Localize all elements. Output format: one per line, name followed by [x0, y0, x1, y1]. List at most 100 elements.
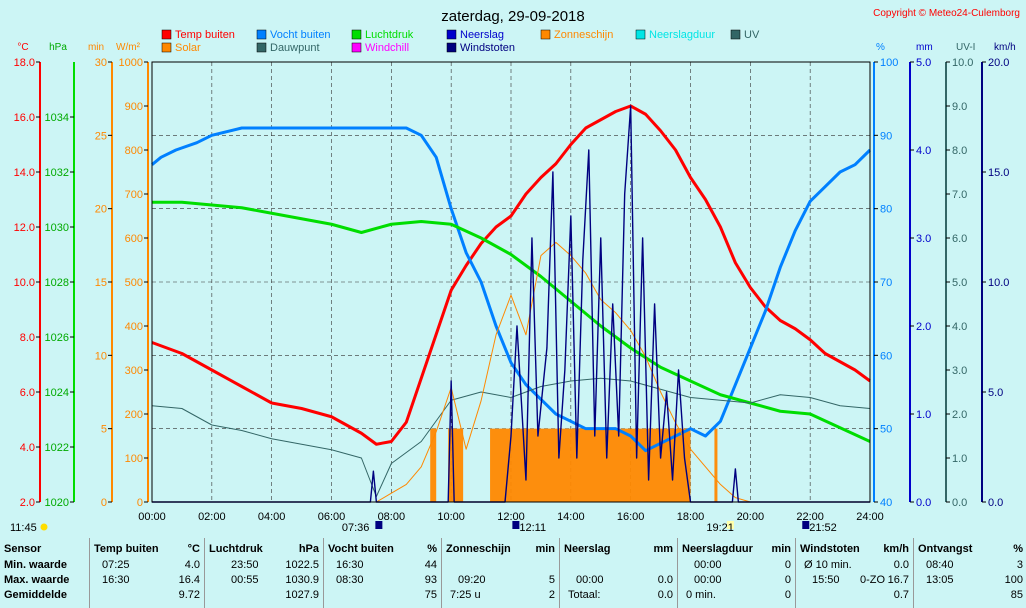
sun-marker-icon — [802, 521, 810, 529]
sunshine-tick-label: 5 — [101, 424, 107, 436]
temp-max-time: 16:30 — [102, 574, 130, 586]
sunshine-unit-label: min — [88, 42, 104, 53]
wind-tick-label: 15.0 — [988, 167, 1009, 179]
solar-tick-label: 1000 — [119, 57, 143, 69]
solar-tick-label: 400 — [125, 321, 143, 333]
rain-tick-label: 1.0 — [916, 409, 931, 421]
humidity-max-time: 08:30 — [336, 574, 364, 586]
uv-tick-label: 2.0 — [952, 409, 967, 421]
sun-icon — [40, 523, 48, 531]
legend-label: Windchill — [365, 42, 409, 54]
pressure-avg-val: 1027.9 — [285, 589, 319, 601]
x-tick-label: 14:00 — [557, 511, 585, 523]
raindur-max-val: 0 — [784, 574, 791, 586]
reception-min-time: 08:40 — [926, 559, 954, 571]
humidity-avg-val: 75 — [424, 589, 437, 601]
temp-min-time: 07:25 — [102, 559, 130, 571]
reception-avg-val: 85 — [1010, 589, 1023, 601]
rain-tick-label: 3.0 — [916, 233, 931, 245]
uv-tick-label: 1.0 — [952, 453, 967, 465]
min-label: Min. waarde — [4, 559, 67, 571]
legend-label: UV — [744, 29, 760, 41]
raindur-max-time: 00:00 — [694, 574, 722, 586]
solar-tick-label: 700 — [125, 189, 143, 201]
col-rain: Neerslag mm 00:00 0.0 Totaal: 0.0 — [559, 538, 677, 608]
wind-max-val: 16.7 — [887, 574, 909, 586]
chart-title: zaterdag, 29-09-2018 — [441, 8, 584, 25]
x-tick-label: 24:00 — [856, 511, 884, 523]
humidity-tick-label: 40 — [880, 497, 892, 509]
col-humidity: Vocht buiten% 16:30 44 08:30 93 75 — [323, 538, 441, 608]
sunshine-max-val: 5 — [548, 574, 555, 586]
humidity-tick-label: 80 — [880, 204, 892, 216]
x-tick-label: 04:00 — [258, 511, 286, 523]
pressure-tick-label: 1032 — [45, 167, 69, 179]
legend-swatch — [730, 29, 741, 40]
temp-unit: °C — [187, 543, 200, 555]
series-dauwpunt — [151, 377, 871, 497]
wind-tick-label: 5.0 — [988, 387, 1003, 399]
humidity-min-time: 16:30 — [336, 559, 364, 571]
sunshine-unit: min — [535, 543, 555, 555]
x-tick-label: 16:00 — [617, 511, 645, 523]
pressure-tick-label: 1024 — [45, 387, 69, 399]
solar-tick-label: 0 — [137, 497, 143, 509]
reception-unit: % — [1013, 543, 1023, 555]
wind-tick-label: 10.0 — [988, 277, 1009, 289]
wind-unit-label: km/h — [994, 42, 1016, 53]
sunshine-avg-val: 2 — [548, 589, 555, 601]
legend-label: Neerslagduur — [649, 29, 715, 41]
rain-header: Neerslag — [564, 543, 611, 555]
col-pressure: Luchtdruk hPa 23:50 1022.5 00:55 1030.9 102… — [204, 538, 323, 608]
sunshine-hours: 7:25 u — [450, 589, 481, 601]
col-temp: Temp buiten °C 07:25 4.0 16:30 16.4 9.72 — [89, 538, 204, 608]
wind-max-dir: 0-ZO — [860, 574, 886, 586]
plot-border — [151, 61, 871, 503]
legend-swatch — [446, 42, 457, 53]
reception-min-val: 3 — [1016, 559, 1023, 571]
temp-tick-label: 6.0 — [20, 387, 35, 399]
legend-swatch — [161, 29, 172, 40]
raindur-avg-val: 0 — [784, 589, 791, 601]
humidity-header: Vocht buiten — [328, 543, 394, 555]
weather-chart: 00:00 02:00 04:00 06:00 08:00 10:00 12:00 14:00… — [10, 8, 1020, 534]
legend-swatch — [635, 29, 646, 40]
temp-tick-label: 12.0 — [14, 222, 35, 234]
x-tick-label: 22:00 — [796, 511, 824, 523]
legend-swatch — [161, 42, 172, 53]
uv-tick-label: 3.0 — [952, 365, 967, 377]
pressure-min-time: 23:50 — [231, 559, 259, 571]
series-lines — [151, 104, 872, 503]
temp-tick-label: 18.0 — [14, 57, 35, 69]
sun-marker-label: 12:11 — [519, 522, 546, 534]
avg-label: Gemiddelde — [4, 589, 67, 601]
pressure-tick-label: 1026 — [45, 332, 69, 344]
pressure-tick-label: 1020 — [45, 497, 69, 509]
temp-unit-label: °C — [17, 42, 28, 53]
wind-tick-label: 20.0 — [988, 57, 1009, 69]
wind-max-time: 15:50 — [812, 574, 840, 586]
rain-tick-label: 5.0 — [916, 57, 931, 69]
wind-min-val: 0.0 — [893, 559, 909, 571]
legend-label: Solar — [175, 42, 201, 54]
pressure-header: Luchtdruk — [209, 543, 263, 555]
solar-tick-label: 600 — [125, 233, 143, 245]
day-length-label: 11:45 — [10, 522, 37, 534]
humidity-tick-label: 70 — [880, 277, 892, 289]
sun-marker-label: 21:52 — [809, 522, 837, 534]
solar-tick-label: 300 — [125, 365, 143, 377]
sun-marker-icon — [375, 521, 383, 529]
solar-tick-label: 100 — [125, 453, 143, 465]
pressure-max-val: 1030.9 — [285, 574, 319, 586]
legend-swatch — [256, 29, 267, 40]
humidity-tick-label: 60 — [880, 350, 892, 362]
uv-tick-label: 10.0 — [952, 57, 973, 69]
pressure-max-time: 00:55 — [231, 574, 259, 586]
temp-tick-label: 16.0 — [14, 112, 35, 124]
legend-label: Neerslag — [460, 29, 504, 41]
copyright: Copyright © Meteo24-Culemborg — [873, 8, 1020, 19]
sunshine-max-time: 09:20 — [458, 574, 486, 586]
col-sensor: Sensor Min. waarde Max. waarde Gemiddeld… — [0, 538, 88, 608]
pressure-min-val: 1022.5 — [285, 559, 319, 571]
